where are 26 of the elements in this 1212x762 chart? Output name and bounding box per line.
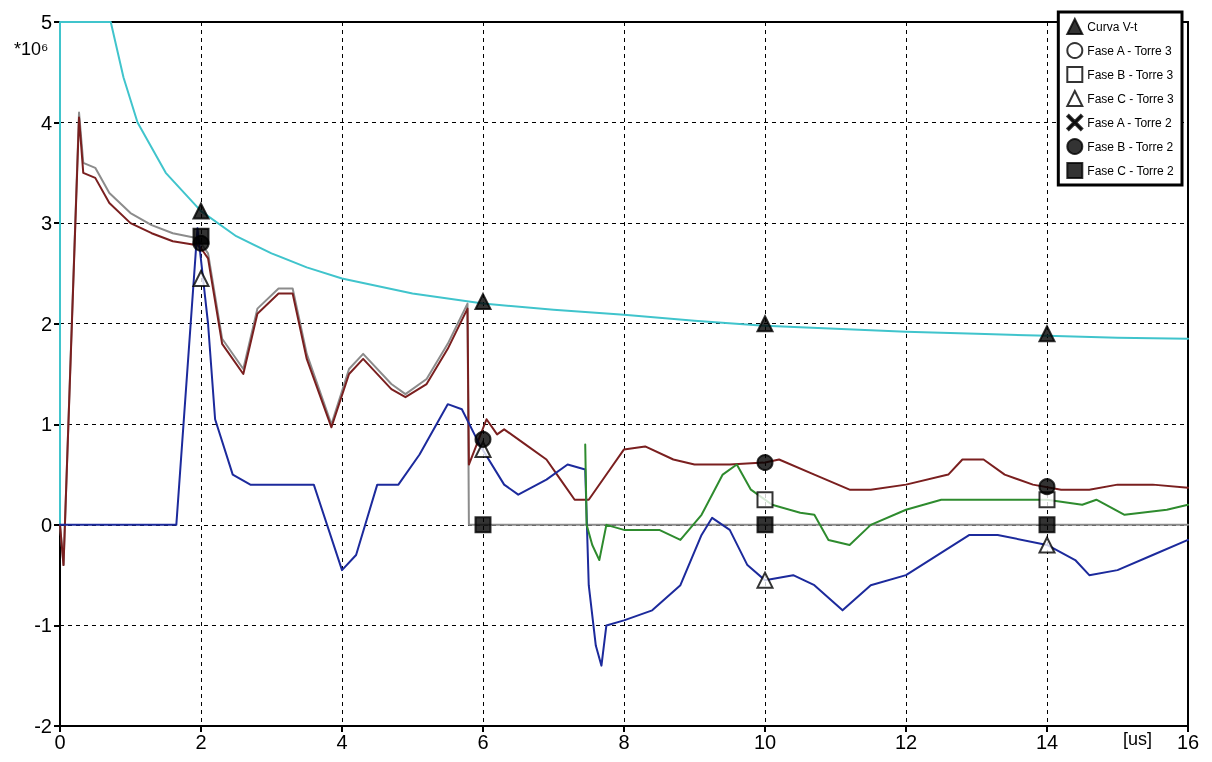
legend-label: Fase A - Torre 2 [1087,115,1173,130]
y-tick-label: 4 [40,111,52,134]
y-tick-label: 1 [40,413,52,436]
x-tick-label: 6 [477,731,489,753]
x-tick-label: 14 [1035,731,1059,753]
y-tick-label: 0 [40,513,52,536]
y-tick-label: 2 [40,312,52,335]
legend-label: Curva V-t [1087,19,1138,34]
x-tick-label: 0 [54,731,66,753]
legend-label: Fase B - Torre 2 [1087,139,1174,154]
y-tick-label: -1 [34,614,52,637]
x-axis-title: [us] [1122,729,1152,749]
y-tick-label: -2 [34,715,52,737]
x-tick-label: 16 [1176,731,1200,753]
legend-label: Fase A - Torre 3 [1087,43,1173,58]
legend-label: Fase C - Torre 2 [1087,163,1175,178]
legend-label: Fase C - Torre 3 [1087,91,1175,106]
x-tick-label: 4 [336,731,348,753]
x-tick-label: 12 [894,731,918,753]
legend-label: Fase B - Torre 3 [1087,67,1174,82]
x-tick-label: 2 [195,731,207,753]
x-tick-label: 10 [753,731,777,753]
text: *10⁶ [14,39,49,59]
x-tick-label: 8 [618,731,630,753]
y-tick-label: 5 [40,11,52,33]
y-tick-label: 3 [40,212,52,235]
